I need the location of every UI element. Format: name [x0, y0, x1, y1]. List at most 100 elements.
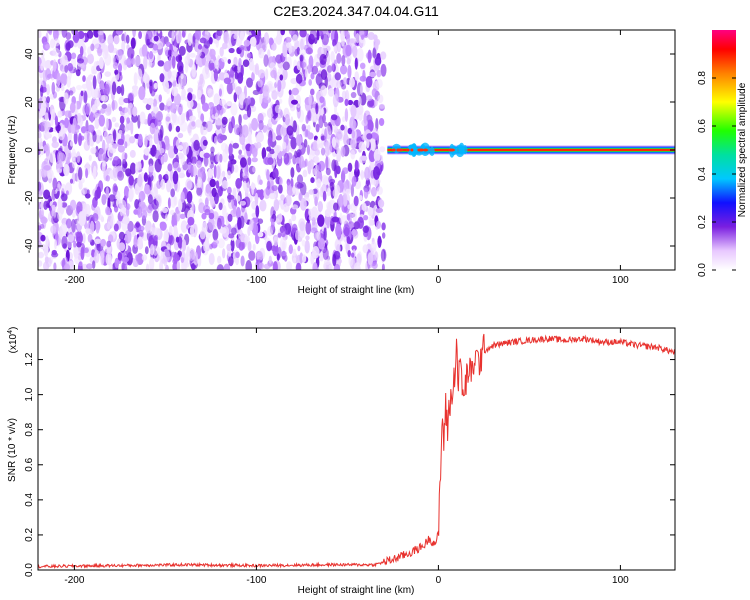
- heatmap-noise-cell: [310, 88, 315, 96]
- heatmap-noise-cell: [107, 34, 114, 46]
- x-tick-label: -200: [64, 575, 84, 586]
- heatmap-noise-cell: [40, 62, 44, 71]
- heatmap-noise-cell: [192, 162, 196, 177]
- heatmap-noise-cell: [359, 75, 367, 82]
- heatmap-noise-cell: [67, 130, 72, 143]
- heatmap-noise-cell: [367, 32, 375, 40]
- heatmap-noise-cell: [112, 129, 117, 142]
- heatmap-noise-cell: [302, 254, 307, 263]
- heatmap-noise-cell: [282, 68, 288, 81]
- heatmap-noise-cell: [57, 210, 63, 221]
- heatmap-noise-cell: [318, 160, 326, 172]
- heatmap-noise-cell: [308, 94, 313, 106]
- heatmap-noise-cell: [147, 97, 154, 106]
- heatmap-noise-cell: [99, 80, 105, 91]
- heatmap-noise-cell: [377, 94, 384, 104]
- heatmap-noise-cell: [239, 31, 245, 41]
- heatmap-noise-cell: [73, 240, 77, 249]
- heatmap-noise-cell: [137, 236, 143, 250]
- heatmap-noise-cell: [301, 61, 307, 68]
- heatmap-noise-cell: [336, 53, 342, 64]
- heatmap-noise-cell: [136, 176, 143, 187]
- heatmap-noise-cell: [323, 227, 327, 241]
- heatmap-noise-cell: [263, 32, 270, 45]
- heatmap-noise-cell: [294, 48, 299, 57]
- heatmap-noise-cell: [40, 216, 48, 224]
- snr-multiplier-exp: 4: [7, 330, 14, 334]
- heatmap-noise-cell: [196, 187, 203, 196]
- heatmap-noise-cell: [134, 183, 140, 195]
- heatmap-noise-cell: [175, 125, 181, 133]
- heatmap-noise-cell: [97, 72, 101, 83]
- heatmap-noise-cell: [38, 180, 42, 192]
- snr-series-line: [38, 333, 675, 570]
- heatmap-noise-cell: [276, 253, 280, 261]
- heatmap-noise-cell: [231, 227, 237, 235]
- heatmap-noise-cell: [318, 238, 326, 250]
- heatmap-noise-cell: [243, 44, 251, 52]
- heatmap-noise-cell: [323, 259, 331, 266]
- heatmap-noise-cell: [280, 226, 287, 238]
- heatmap-noise-cell: [255, 205, 260, 218]
- heatmap-noise-cell: [290, 78, 298, 85]
- heatmap-noise-cell: [335, 131, 343, 140]
- heatmap-noise-cell: [105, 175, 111, 182]
- y-tick-label: 0: [24, 147, 35, 153]
- heatmap-noise-cell: [93, 249, 100, 264]
- heatmap-noise-cell: [180, 153, 186, 166]
- heatmap-noise-cell: [262, 124, 268, 133]
- heatmap-noise-cell: [311, 65, 319, 75]
- heatmap-noise-cell: [186, 191, 193, 204]
- heatmap-noise-cell: [318, 115, 324, 129]
- heatmap-noise-cell: [295, 73, 303, 84]
- heatmap-noise-cell: [112, 165, 118, 178]
- y-tick-label: 0.2: [24, 528, 35, 542]
- heatmap-noise-cell: [310, 72, 315, 80]
- heatmap-noise-cell: [200, 94, 206, 106]
- colorbar-tick-label: 0.0: [697, 263, 708, 277]
- heatmap-noise-cell: [310, 30, 317, 40]
- heatmap-noise-cell: [342, 77, 348, 86]
- heatmap-noise-cell: [165, 213, 169, 222]
- heatmap-noise-cell: [375, 78, 383, 89]
- heatmap-noise-cell: [159, 73, 165, 83]
- heatmap-noise-cell: [118, 199, 127, 210]
- heatmap-noise-cell: [170, 195, 177, 208]
- heatmap-noise-cell: [204, 208, 211, 216]
- heatmap-noise-cell: [40, 84, 44, 97]
- heatmap-noise-cell: [315, 73, 323, 86]
- heatmap-noise-cell: [246, 104, 252, 118]
- heatmap-noise-cell: [252, 166, 256, 173]
- heatmap-noise-cell: [379, 146, 386, 153]
- heatmap-noise-cell: [73, 131, 78, 145]
- heatmap-noise-cell: [199, 229, 206, 240]
- heatmap-noise-cell: [143, 172, 148, 183]
- heatmap-noise-cell: [90, 43, 95, 52]
- heatmap-noise-cell: [57, 110, 63, 118]
- heatmap-noise-cell: [138, 229, 144, 238]
- heatmap-noise-cell: [341, 55, 346, 66]
- heatmap-noise-cell: [186, 180, 194, 190]
- heatmap-noise-cell: [118, 242, 126, 252]
- heatmap-noise-cell: [308, 79, 313, 86]
- heatmap-noise-cell: [208, 217, 215, 231]
- heatmap-noise-cell: [324, 128, 327, 143]
- heatmap-noise-cell: [258, 120, 264, 131]
- heatmap-noise-cell: [275, 135, 282, 141]
- y-tick-label: 1.0: [24, 387, 35, 401]
- heatmap-noise-cell: [315, 123, 320, 133]
- heatmap-noise-cell: [181, 239, 187, 252]
- heatmap-noise-cell: [114, 69, 119, 75]
- heatmap-noise-cell: [226, 170, 232, 180]
- heatmap-noise-cell: [338, 258, 342, 264]
- heatmap-noise-cell: [124, 59, 132, 66]
- heatmap-noise-cell: [324, 208, 332, 218]
- heatmap-noise-cell: [297, 245, 301, 252]
- heatmap-noise-cell: [248, 58, 254, 71]
- heatmap-noise-cell: [89, 220, 95, 235]
- x-tick-label: 0: [436, 575, 442, 586]
- heatmap-noise-cell: [264, 157, 271, 166]
- heatmap-noise-cell: [52, 47, 60, 57]
- heatmap-noise-cell: [168, 146, 176, 159]
- heatmap-noise-cell: [208, 168, 213, 179]
